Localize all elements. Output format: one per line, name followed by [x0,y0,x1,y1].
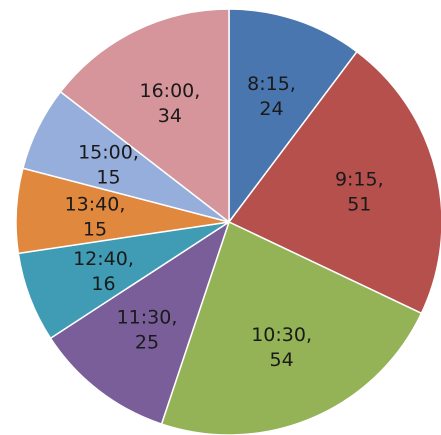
pie-data-labels: 8:15, 24 9:15, 51 10:30, 54 11:30, 25 12:40, 16 13… [65,73,384,371]
data-label-value: 25 [135,332,159,354]
data-label-value: 51 [347,193,371,215]
data-label-value: 54 [270,349,294,371]
pie-slices [15,8,441,435]
data-label-value: 34 [158,105,182,127]
data-label-category: 13:40, [65,193,126,215]
data-label-value: 24 [259,98,283,120]
data-label-category: 10:30, [251,324,312,346]
pie-slice-8-15 [228,8,359,225]
pie-slice-11-30 [49,220,231,425]
data-label-16-00: 16:00, 34 [140,80,201,127]
pie-slice-9-15 [227,50,441,315]
data-label-15-00: 15:00, 15 [78,141,139,188]
data-label-10-30: 10:30, 54 [251,324,312,371]
data-label-category: 11:30, [117,307,178,329]
pie-slice-16-00 [59,8,230,224]
data-label-category: 8:15, [247,73,296,95]
data-label-13-40: 13:40, 15 [65,193,126,240]
pie-slice-10-30 [160,220,423,435]
data-label-category: 16:00, [140,80,201,102]
data-label-value: 16 [91,273,115,295]
data-label-value: 15 [83,218,107,240]
data-label-12-40: 12:40, 16 [73,248,134,295]
data-label-value: 15 [96,166,120,188]
data-label-category: 9:15, [335,168,384,190]
data-label-9-15: 9:15, 51 [335,168,384,215]
data-label-category: 12:40, [73,248,134,270]
data-label-8-15: 8:15, 24 [247,73,296,120]
data-label-category: 15:00, [78,141,139,163]
data-label-11-30: 11:30, 25 [117,307,178,354]
